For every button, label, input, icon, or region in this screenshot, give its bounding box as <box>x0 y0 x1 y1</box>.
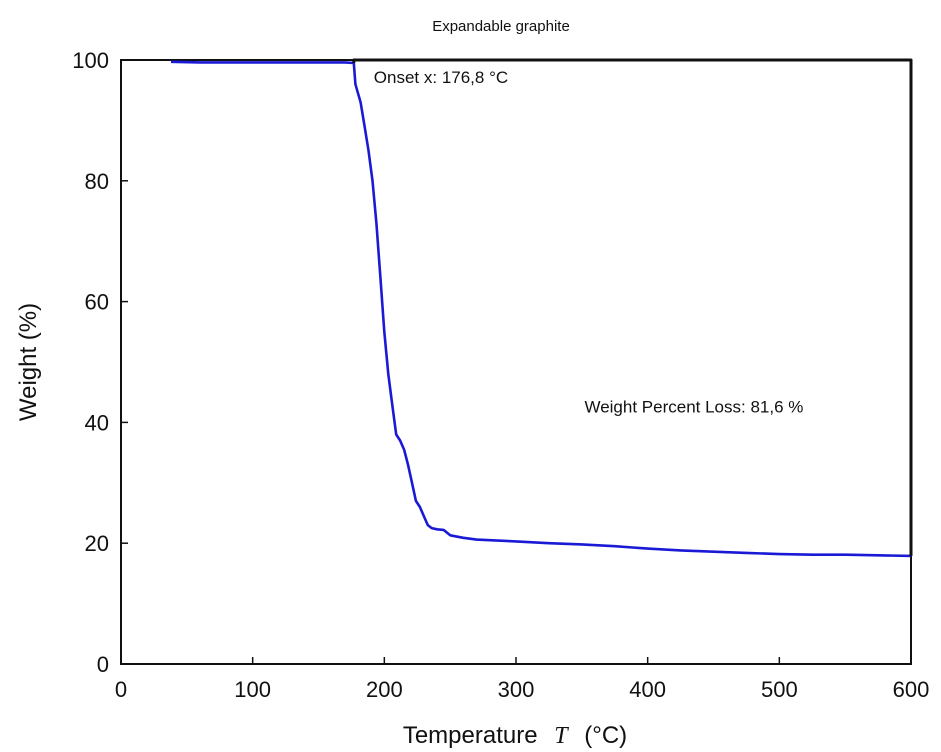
y-tick-label: 60 <box>85 290 109 315</box>
x-axis-title-main: Temperature <box>403 722 538 749</box>
x-tick-label: 500 <box>761 677 798 702</box>
chart-title: Expandable graphite <box>432 18 570 35</box>
onset-loss-marker-line <box>352 58 913 556</box>
x-tick-label: 600 <box>893 677 930 702</box>
x-tick-label: 100 <box>234 677 271 702</box>
y-tick-label: 80 <box>85 169 109 194</box>
chart-annotation: Weight Percent Loss: 81,6 % <box>584 398 803 417</box>
series-layer <box>170 58 913 558</box>
annotation-layer: Onset x: 176,8 °C Weight Percent Loss: 81… <box>374 68 804 417</box>
y-axis: 0 20 40 60 80 100 <box>72 48 128 677</box>
x-tick-label: 0 <box>115 677 127 702</box>
x-tick-label: 200 <box>366 677 403 702</box>
y-tick-label: 0 <box>97 652 109 677</box>
chart-annotation: Onset x: 176,8 °C <box>374 68 508 87</box>
x-axis-title: Temperature T (°C) <box>403 722 627 749</box>
y-tick-label: 100 <box>72 48 109 73</box>
x-axis-title-unit: (°C) <box>584 722 627 749</box>
x-tick-label: 400 <box>629 677 666 702</box>
weight-curve <box>170 60 912 558</box>
plot-frame <box>120 59 912 665</box>
y-tick-label: 40 <box>85 410 109 435</box>
x-axis: 0 100 200 300 400 500 600 <box>115 657 929 702</box>
x-tick-label: 300 <box>498 677 535 702</box>
y-tick-label: 20 <box>85 531 109 556</box>
y-axis-title: Weight (%) <box>15 303 42 421</box>
x-axis-title-symbol: T <box>554 723 569 749</box>
